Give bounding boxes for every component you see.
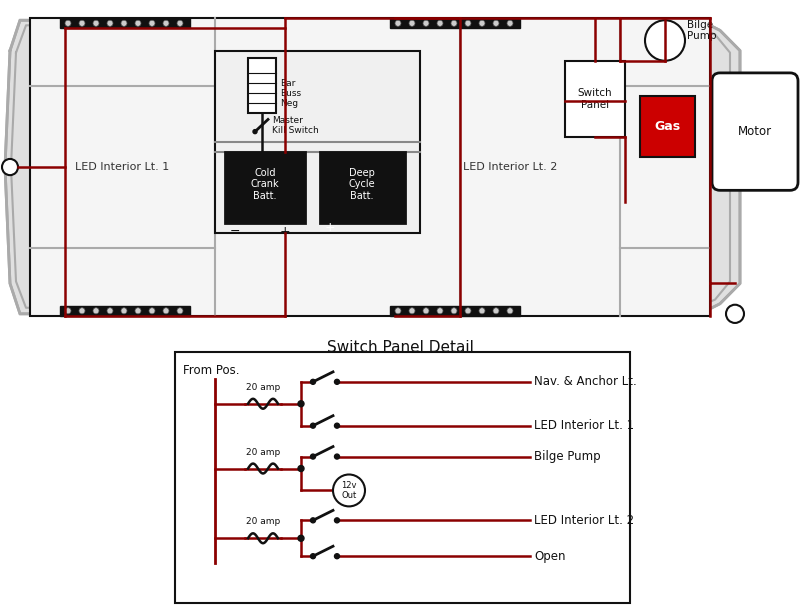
Text: 20 amp: 20 amp	[246, 447, 280, 457]
Circle shape	[149, 308, 155, 314]
Text: Switch
Panel: Switch Panel	[578, 88, 612, 110]
Circle shape	[451, 20, 457, 26]
Circle shape	[163, 20, 169, 26]
Circle shape	[177, 20, 183, 26]
Text: Gas: Gas	[654, 120, 680, 133]
Bar	[565, 61, 625, 137]
Bar	[60, 18, 190, 28]
Bar	[175, 352, 630, 603]
Circle shape	[409, 308, 415, 314]
Circle shape	[79, 20, 85, 26]
Text: Buss: Buss	[280, 89, 301, 97]
Circle shape	[2, 159, 18, 175]
Circle shape	[135, 308, 141, 314]
Circle shape	[107, 20, 113, 26]
Circle shape	[423, 308, 429, 314]
Text: Neg: Neg	[280, 99, 298, 108]
Circle shape	[93, 20, 99, 26]
Bar	[30, 18, 710, 316]
Text: LED Interior Lt. 2: LED Interior Lt. 2	[534, 514, 634, 527]
Text: Open: Open	[534, 550, 566, 563]
Circle shape	[334, 379, 339, 384]
Text: From Pos.: From Pos.	[183, 364, 239, 377]
Circle shape	[726, 305, 744, 323]
Polygon shape	[5, 20, 740, 314]
Circle shape	[493, 20, 499, 26]
Circle shape	[298, 535, 304, 541]
Text: LED Interior Lt. 1: LED Interior Lt. 1	[75, 162, 169, 172]
Circle shape	[149, 20, 155, 26]
Circle shape	[645, 20, 685, 61]
Text: Motor: Motor	[738, 125, 772, 138]
Circle shape	[409, 20, 415, 26]
Circle shape	[310, 454, 315, 459]
Circle shape	[65, 308, 71, 314]
Circle shape	[93, 308, 99, 314]
Bar	[248, 58, 276, 113]
Circle shape	[334, 554, 339, 558]
Circle shape	[298, 401, 304, 407]
Text: +: +	[325, 221, 336, 234]
Circle shape	[177, 308, 183, 314]
Text: Bilge Pump: Bilge Pump	[534, 450, 601, 463]
Circle shape	[65, 20, 71, 26]
Text: LED Interior Lt. 2: LED Interior Lt. 2	[463, 162, 557, 172]
Bar	[390, 306, 520, 316]
Text: Master
Kill Switch: Master Kill Switch	[272, 116, 318, 135]
FancyBboxPatch shape	[712, 73, 798, 190]
Circle shape	[333, 474, 365, 506]
Text: 12v
Out: 12v Out	[342, 481, 357, 500]
Text: Cold
Crank
Batt.: Cold Crank Batt.	[250, 167, 279, 201]
Bar	[320, 152, 405, 223]
Circle shape	[121, 308, 127, 314]
Text: Deep
Cycle
Batt.: Deep Cycle Batt.	[349, 167, 375, 201]
Circle shape	[507, 20, 513, 26]
Circle shape	[465, 20, 471, 26]
Bar	[640, 96, 695, 157]
Circle shape	[451, 308, 457, 314]
Bar	[225, 152, 305, 223]
Text: LED Interior Lt. 1: LED Interior Lt. 1	[534, 419, 634, 432]
Circle shape	[395, 20, 401, 26]
Bar	[60, 306, 190, 316]
Circle shape	[479, 308, 485, 314]
Text: 20 amp: 20 amp	[246, 383, 280, 392]
Circle shape	[334, 454, 339, 459]
Circle shape	[310, 423, 315, 428]
Circle shape	[465, 308, 471, 314]
Circle shape	[121, 20, 127, 26]
Text: Nav. & Anchor Lt.: Nav. & Anchor Lt.	[534, 375, 637, 389]
Circle shape	[163, 308, 169, 314]
Circle shape	[107, 308, 113, 314]
Text: 20 amp: 20 amp	[246, 517, 280, 527]
Bar	[215, 51, 420, 233]
Text: Switch Panel Detail: Switch Panel Detail	[326, 340, 474, 355]
Text: −: −	[230, 225, 240, 238]
Circle shape	[479, 20, 485, 26]
Circle shape	[423, 20, 429, 26]
Bar	[390, 18, 520, 28]
Circle shape	[334, 518, 339, 523]
Circle shape	[493, 308, 499, 314]
Circle shape	[310, 518, 315, 523]
Circle shape	[395, 308, 401, 314]
Circle shape	[334, 423, 339, 428]
Circle shape	[437, 20, 443, 26]
Circle shape	[437, 308, 443, 314]
Circle shape	[135, 20, 141, 26]
Circle shape	[507, 308, 513, 314]
Circle shape	[298, 465, 304, 471]
Circle shape	[310, 554, 315, 558]
Circle shape	[310, 379, 315, 384]
Circle shape	[79, 308, 85, 314]
Text: +: +	[280, 225, 290, 238]
Text: Bar: Bar	[280, 78, 295, 88]
Circle shape	[253, 129, 257, 134]
Text: Bilge
Pump: Bilge Pump	[687, 20, 717, 41]
